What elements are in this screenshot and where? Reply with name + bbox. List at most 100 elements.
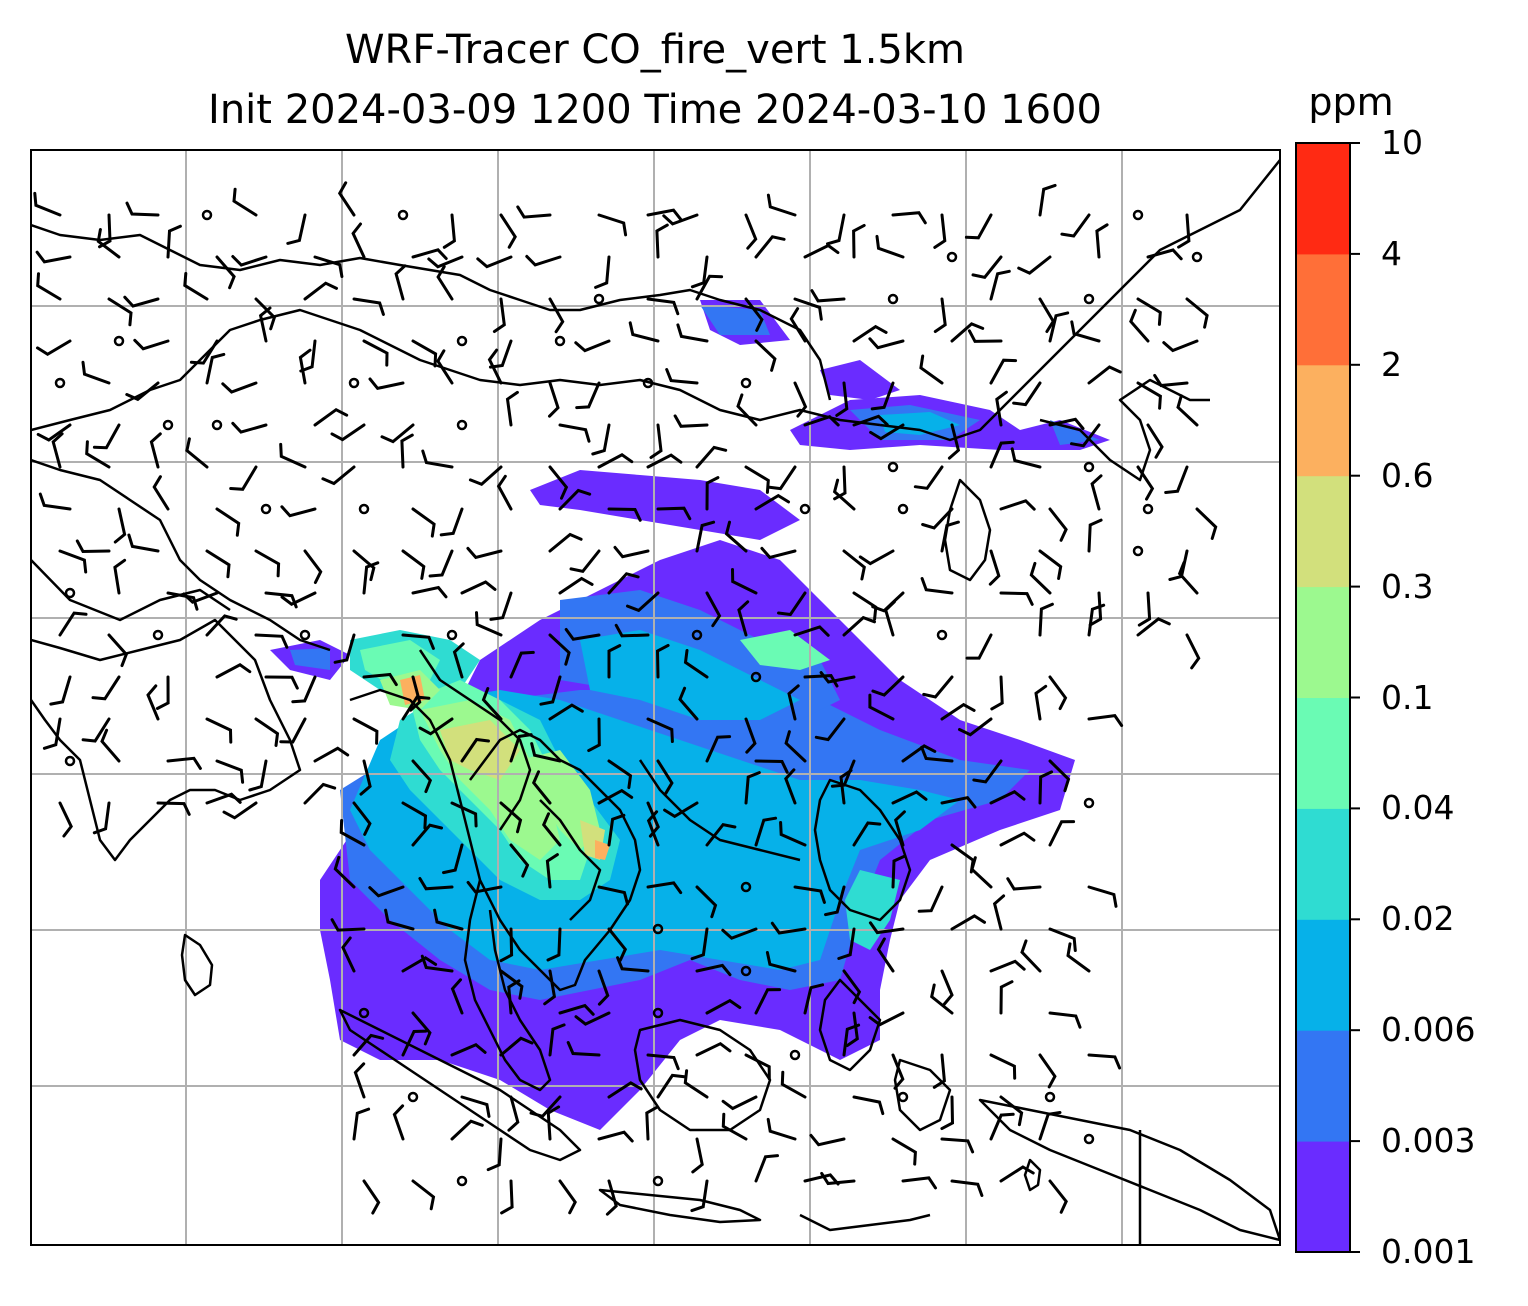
coastline-north-border-1	[31, 223, 832, 401]
wind-barb	[450, 1119, 484, 1141]
wind-barb	[49, 675, 72, 706]
wind-barb	[146, 684, 160, 721]
colorbar-segment	[1296, 364, 1350, 477]
wind-barb	[337, 181, 356, 217]
wind-barb	[607, 644, 622, 679]
wind-barb	[492, 297, 506, 333]
wind-barb	[765, 951, 797, 973]
wind-barb	[558, 1179, 577, 1215]
wind-barb	[819, 671, 856, 684]
calm-wind-marker	[740, 377, 752, 389]
wind-barb	[113, 507, 127, 544]
wind-barb	[352, 717, 379, 745]
wind-barb	[1048, 417, 1085, 430]
wind-barb	[1176, 394, 1199, 427]
wind-barb	[868, 337, 905, 350]
wind-barb	[81, 360, 111, 385]
wind-barb	[992, 894, 1006, 931]
wind-barb	[950, 322, 985, 343]
wind-barb	[152, 475, 170, 511]
coastline-korea	[943, 478, 992, 582]
gridlines	[31, 150, 1280, 1245]
wind-barb	[871, 675, 905, 697]
wind-barb	[731, 568, 758, 595]
wind-barb	[75, 539, 111, 554]
wind-barb	[156, 801, 191, 816]
wind-barb	[884, 600, 896, 637]
wind-barb	[509, 733, 533, 763]
wind-barb	[460, 580, 497, 595]
wind-barb	[646, 1053, 680, 1071]
colorbar-tick-label: 0.001	[1381, 1232, 1476, 1271]
wind-barb	[428, 549, 454, 578]
wind-barb	[1164, 465, 1189, 494]
wind-barb	[1087, 1053, 1122, 1070]
wind-barb	[541, 812, 562, 847]
wind-barb	[662, 213, 699, 226]
wind-barb	[509, 650, 535, 679]
wind-barb	[1048, 759, 1071, 793]
wind-barb	[499, 927, 514, 963]
wind-barb	[754, 493, 790, 511]
wind-barb	[901, 744, 937, 763]
wind-barb	[433, 908, 464, 931]
calm-wind-marker	[456, 419, 468, 431]
calm-wind-marker	[652, 1175, 664, 1187]
calm-wind-marker	[691, 629, 703, 641]
wind-barb	[548, 532, 583, 553]
calm-wind-marker	[936, 629, 948, 641]
coastline-japan	[1039, 378, 1210, 482]
wind-barb	[58, 549, 88, 574]
wind-barb	[1185, 633, 1201, 670]
wind-barb	[721, 927, 758, 940]
wind-barb	[499, 1036, 534, 1057]
wind-barb	[525, 254, 562, 267]
calm-wind-marker	[260, 503, 272, 515]
wind-barb	[705, 735, 732, 763]
wind-barb	[705, 822, 737, 847]
calm-wind-marker	[211, 419, 223, 431]
wind-barb	[92, 423, 121, 450]
calm-wind-marker	[456, 1175, 468, 1187]
wind-barb	[507, 979, 521, 1015]
wind-barb	[258, 306, 272, 343]
wind-barb	[313, 407, 349, 427]
wind-barb	[842, 615, 876, 637]
wind-barb	[1038, 183, 1057, 217]
wind-barb	[989, 358, 1018, 385]
wind-barb	[401, 549, 426, 580]
wind-barb	[999, 980, 1014, 1015]
wind-barb	[770, 921, 807, 935]
wind-barb	[858, 549, 895, 566]
wind-barb	[803, 243, 840, 259]
wind-barb	[466, 546, 503, 560]
colorbar-segment	[1296, 586, 1350, 698]
wind-barb	[575, 381, 601, 410]
wind-barb	[333, 855, 356, 889]
wind-barb	[1195, 507, 1218, 540]
wind-barb	[950, 1179, 984, 1197]
wind-barb	[548, 633, 571, 666]
calm-wind-marker	[397, 209, 409, 221]
wind-barb	[695, 963, 732, 977]
wind-barb	[628, 321, 660, 343]
wind-barb	[832, 478, 856, 511]
wind-barb	[673, 414, 709, 428]
coastline-timor	[799, 1213, 931, 1232]
wind-barb	[205, 352, 226, 385]
wind-barb	[303, 281, 338, 301]
calm-wind-marker	[64, 587, 76, 599]
wind-barb	[787, 684, 800, 721]
wind-barb	[516, 205, 552, 219]
coastline-new-guinea	[978, 1098, 1280, 1242]
wind-barb	[411, 823, 443, 847]
wind-barb	[496, 474, 513, 511]
coastline-java	[598, 1188, 762, 1224]
calm-wind-marker	[1191, 251, 1203, 263]
wind-barb	[920, 577, 954, 595]
wind-barb	[401, 695, 431, 721]
border-inland-3	[638, 759, 801, 862]
wind-barb	[1087, 713, 1124, 727]
calm-wind-marker	[946, 251, 958, 263]
wind-barb	[744, 297, 764, 332]
